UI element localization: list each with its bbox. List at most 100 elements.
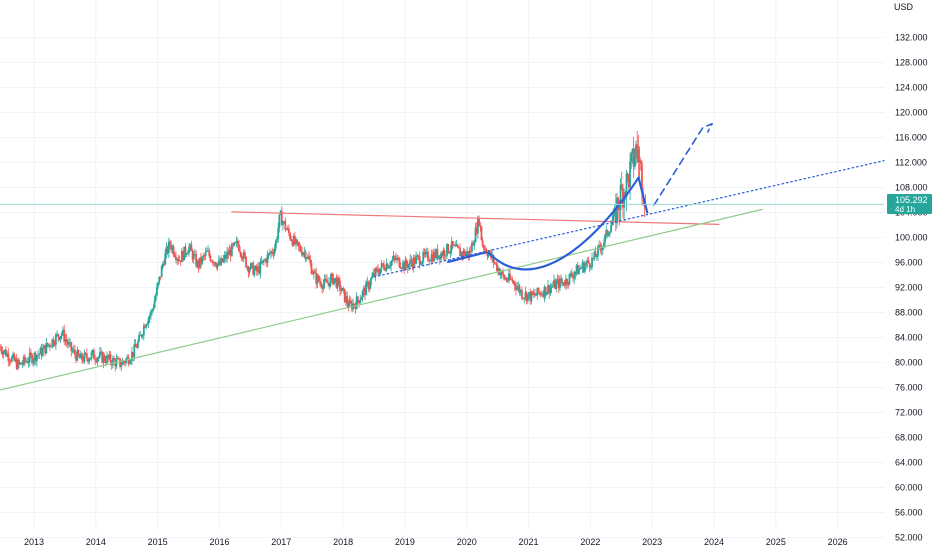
candle-body (64, 339, 67, 342)
candle-body (427, 251, 429, 261)
candle-body (618, 209, 621, 211)
candle-body (499, 273, 502, 275)
candle-body (497, 268, 500, 271)
price-tick-label: 52.000 (895, 533, 923, 543)
candle-body (259, 261, 262, 274)
candle-body (214, 262, 217, 266)
candle-body (302, 253, 305, 256)
candle-body (341, 287, 344, 291)
candle-body (274, 240, 277, 249)
candle-body (314, 271, 316, 273)
candle-body (291, 240, 294, 246)
candle-body (403, 262, 406, 270)
candle-body (144, 325, 146, 328)
candle-body (60, 333, 63, 336)
candle-body (249, 263, 252, 270)
solid-trendline-drawing[interactable] (447, 251, 487, 263)
cup-curve-drawing[interactable] (487, 176, 640, 271)
candle-body (202, 255, 205, 257)
candle-body (347, 303, 350, 308)
candle-body (336, 277, 339, 288)
candle-body (119, 358, 121, 367)
candle-body (560, 278, 563, 283)
price-tick-label: 84.000 (895, 333, 923, 343)
candle-body (529, 292, 532, 302)
candle-body (364, 288, 366, 296)
candle-body (471, 242, 473, 252)
candle-body (509, 273, 511, 280)
candle-body (201, 256, 203, 264)
candle-body (158, 276, 161, 283)
time-tick-label: 2021 (519, 537, 539, 547)
candle-body (239, 251, 242, 254)
candle-body (583, 265, 586, 272)
candle-body (626, 173, 629, 176)
candle-body (330, 273, 333, 278)
candle-body (413, 257, 416, 264)
dotted-trendline-drawing[interactable] (373, 160, 885, 278)
candle-body (580, 268, 583, 269)
candle-body (523, 297, 526, 299)
candle-body (463, 250, 466, 256)
candle-body (132, 351, 135, 357)
candle-body (598, 245, 601, 247)
candle-body (410, 259, 413, 263)
solid-trendline-drawing[interactable] (637, 176, 649, 214)
candle-body (54, 334, 57, 345)
candle-body (348, 300, 351, 308)
drawing-layer[interactable] (0, 122, 885, 391)
candle-body (79, 353, 82, 359)
time-tick-label: 2020 (457, 537, 477, 547)
candle-body (12, 354, 14, 357)
candle-body (454, 244, 457, 247)
candle-body (567, 284, 570, 285)
candle-body (542, 293, 545, 298)
candle-body (639, 160, 642, 164)
candle-body (188, 247, 190, 253)
candle-body (81, 353, 83, 361)
candle-body (433, 251, 435, 262)
candle-body (383, 265, 385, 270)
candle-body (161, 263, 164, 267)
solid-trendline-drawing[interactable] (231, 211, 720, 225)
candle-body (551, 286, 554, 287)
dashed-trendline-drawing[interactable] (653, 122, 713, 206)
candle-body (184, 246, 187, 255)
candle-body (520, 290, 523, 299)
candle-body (94, 358, 97, 361)
candle-body (91, 350, 94, 353)
candle-body (536, 287, 539, 296)
candle-body (307, 256, 309, 259)
candle-body (578, 268, 580, 275)
candle-body (20, 362, 23, 365)
candle-body (526, 294, 529, 302)
candle-body (337, 277, 340, 281)
candle-body (503, 274, 505, 280)
candle-body (553, 280, 555, 287)
candle-body (176, 258, 179, 260)
candle-body (543, 286, 546, 298)
candle-body (53, 344, 56, 346)
candle-body (213, 262, 215, 264)
candle-body (391, 259, 394, 262)
candle-body (446, 243, 448, 256)
candle-body (32, 360, 35, 364)
candle-body (393, 256, 396, 259)
candle-body (566, 278, 568, 285)
price-axis[interactable]: USD 132.000 128.000 124.000 120.000 116.000 1… (894, 2, 928, 543)
candle-body (537, 287, 540, 293)
candle-body (58, 337, 61, 340)
candle-body (131, 351, 133, 361)
candle-body (380, 263, 383, 269)
candle-body (211, 260, 214, 264)
price-tick-label: 72.000 (895, 408, 923, 418)
candle-body (121, 360, 124, 366)
time-axis[interactable]: 2013 2014 2015 2016 2017 2018 2019 2020 2021 2022… (24, 537, 848, 547)
candle-body (129, 360, 132, 363)
solid-trendline-drawing[interactable] (0, 208, 763, 391)
candle-body (524, 292, 527, 298)
candle-body (217, 260, 220, 264)
time-tick-label: 2016 (209, 537, 229, 547)
